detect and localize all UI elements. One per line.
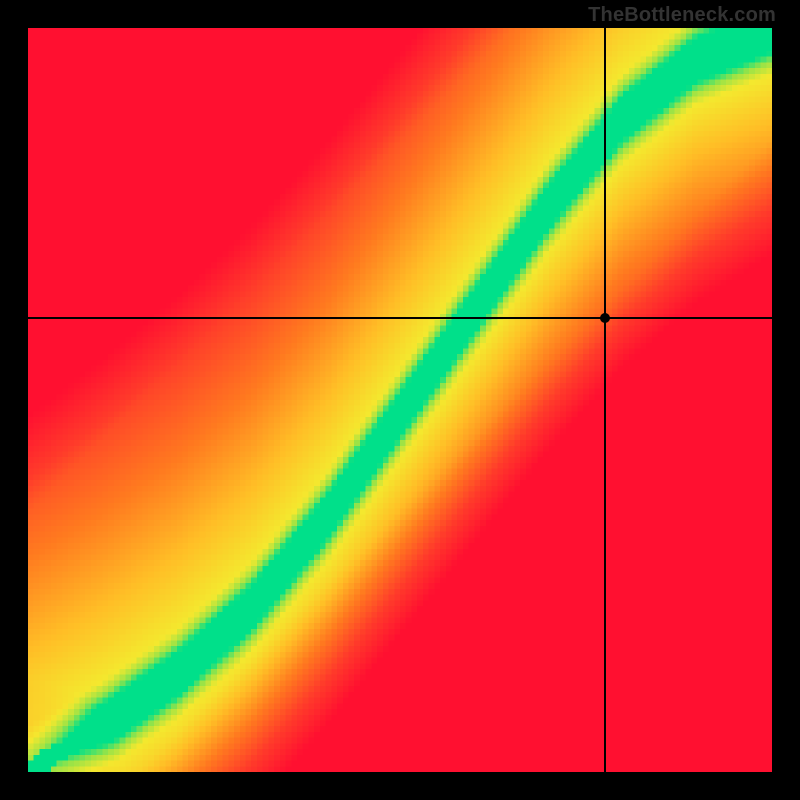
marker-point <box>600 313 610 323</box>
heatmap-plot-area <box>28 28 772 772</box>
crosshair-vertical <box>604 28 606 772</box>
chart-container: TheBottleneck.com <box>0 0 800 800</box>
watermark-text: TheBottleneck.com <box>588 4 776 27</box>
heatmap-canvas <box>28 28 772 772</box>
crosshair-horizontal <box>28 317 772 319</box>
